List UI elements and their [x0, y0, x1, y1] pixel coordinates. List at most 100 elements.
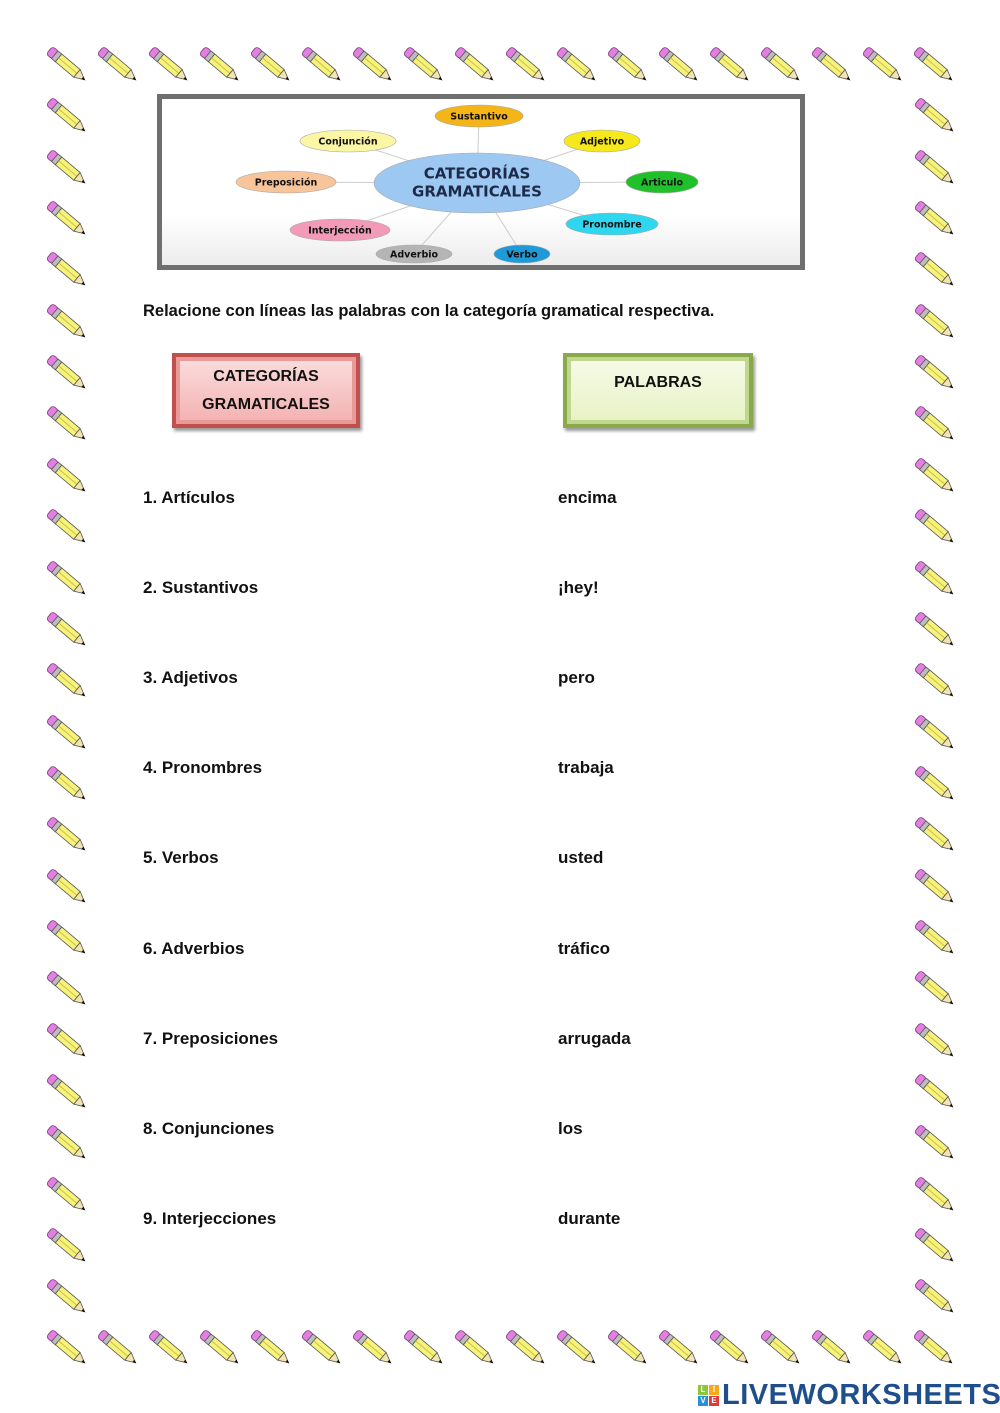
pencil-icon: [552, 42, 602, 88]
pencil-icon: [910, 1069, 960, 1115]
pencil-icon: [858, 42, 908, 88]
pencil-icon: [910, 1274, 960, 1320]
pencil-icon: [42, 350, 92, 396]
pencil-icon: [144, 42, 194, 88]
pencil-icon: [910, 658, 960, 704]
word-item[interactable]: trabaja: [558, 758, 614, 778]
category-item: 1. Artículos: [143, 488, 235, 507]
pencil-icon: [910, 1018, 960, 1064]
pencil-icon: [42, 299, 92, 345]
pencil-icon: [603, 42, 653, 88]
pencil-icon: [552, 1325, 602, 1371]
pencil-icon: [297, 1325, 347, 1371]
pencil-icon: [654, 1325, 704, 1371]
pencil-icon: [807, 1325, 857, 1371]
category-node: [299, 129, 397, 153]
pencil-icon: [910, 966, 960, 1012]
word-item[interactable]: usted: [558, 848, 604, 868]
pencil-icon: [42, 966, 92, 1012]
pencil-icon: [42, 710, 92, 756]
word-item[interactable]: pero: [558, 668, 595, 688]
pencil-icon: [42, 196, 92, 242]
pencil-icon: [42, 145, 92, 191]
pencil-icon: [399, 42, 449, 88]
category-item: 7. Preposiciones: [143, 1028, 279, 1048]
pencil-icon: [42, 658, 92, 704]
pencil-icon: [910, 299, 960, 345]
pencil-icon: [144, 1325, 194, 1371]
category-item: 6. Adverbios: [143, 938, 245, 958]
pencil-icon: [603, 1325, 653, 1371]
pencil-icon: [42, 864, 92, 910]
category-item: 8. Conjunciones: [143, 1118, 275, 1138]
pencil-icon: [348, 1325, 398, 1371]
pencil-icon: [42, 1018, 92, 1064]
pencil-icon: [42, 1069, 92, 1115]
logo-text: LIVEWORKSHEETS: [722, 1379, 1000, 1411]
pencil-icon: [909, 1325, 959, 1371]
liveworksheets-logo: L I V E LIVEWORKSHEETS: [698, 1379, 1000, 1412]
category-node-label: Preposición: [255, 178, 318, 189]
pencil-icon: [858, 1325, 908, 1371]
pencil-icon: [910, 504, 960, 550]
word-item[interactable]: los: [558, 1118, 583, 1138]
pencil-icon: [910, 607, 960, 653]
words-header: PALABRAS: [563, 353, 753, 428]
pencil-icon: [450, 1325, 500, 1371]
pencil-icon: [42, 915, 92, 961]
word-item[interactable]: tráfico: [558, 938, 610, 958]
pencil-icon: [910, 915, 960, 961]
pencil-icon: [297, 42, 347, 88]
pencil-icon: [910, 401, 960, 447]
pencil-icon: [909, 42, 959, 88]
pencil-icon: [910, 453, 960, 499]
pencil-icon: [807, 42, 857, 88]
category-item: 4. Pronombres: [143, 758, 263, 778]
pencil-icon: [910, 196, 960, 242]
word-item[interactable]: arrugada: [558, 1028, 631, 1048]
pencil-icon: [450, 42, 500, 88]
pencil-icon: [42, 1223, 92, 1269]
pencil-icon: [910, 93, 960, 139]
pencil-icon: [705, 1325, 755, 1371]
category-node-label: Conjunción: [318, 137, 377, 148]
center-label-line1: CATEGORÍAS: [424, 164, 531, 183]
pencil-icon: [910, 864, 960, 910]
pencil-icon: [910, 145, 960, 191]
pencil-icon: [42, 607, 92, 653]
pencil-icon: [756, 42, 806, 88]
category-node: [493, 244, 551, 264]
pencil-icon: [93, 1325, 143, 1371]
word-item[interactable]: ¡hey!: [558, 578, 599, 598]
category-item: 9. Interjecciones: [143, 1208, 277, 1228]
category-node-label: Verbo: [506, 250, 538, 261]
pencil-icon: [246, 42, 296, 88]
pencil-icon: [910, 350, 960, 396]
categories-header: CATEGORÍAS GRAMATICALES: [172, 353, 360, 428]
category-item: 3. Adjetivos: [143, 668, 238, 688]
instruction-text: Relacione con líneas las palabras con la…: [143, 302, 715, 320]
pencil-icon: [910, 1120, 960, 1166]
pencil-icon: [246, 1325, 296, 1371]
pencil-icon: [42, 504, 92, 550]
category-node-label: Pronombre: [582, 220, 641, 231]
word-item[interactable]: durante: [558, 1208, 621, 1228]
category-node-label: Interjección: [308, 226, 372, 237]
pencil-icon: [756, 1325, 806, 1371]
logo-cube-i: I: [709, 1385, 719, 1395]
pencil-icon: [42, 1120, 92, 1166]
category-node: [563, 129, 641, 153]
word-item[interactable]: encima: [558, 488, 617, 507]
pencil-icon: [705, 42, 755, 88]
pencil-icon: [501, 1325, 551, 1371]
logo-cube-icon: L I V E: [698, 1385, 719, 1406]
category-node-label: Sustantivo: [450, 112, 508, 123]
categories-header-label: CATEGORÍAS GRAMATICALES: [202, 367, 330, 413]
pencil-icon: [42, 401, 92, 447]
category-item: 2. Sustantivos: [143, 578, 259, 598]
logo-cube-e: E: [709, 1396, 719, 1406]
pencil-icon: [42, 42, 92, 88]
center-ellipse: [373, 152, 581, 214]
pencil-icon: [501, 42, 551, 88]
pencil-icon: [654, 42, 704, 88]
